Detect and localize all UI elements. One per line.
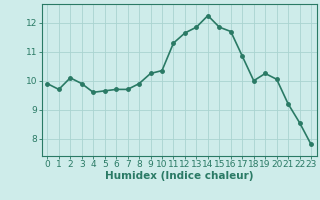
X-axis label: Humidex (Indice chaleur): Humidex (Indice chaleur): [105, 171, 253, 181]
